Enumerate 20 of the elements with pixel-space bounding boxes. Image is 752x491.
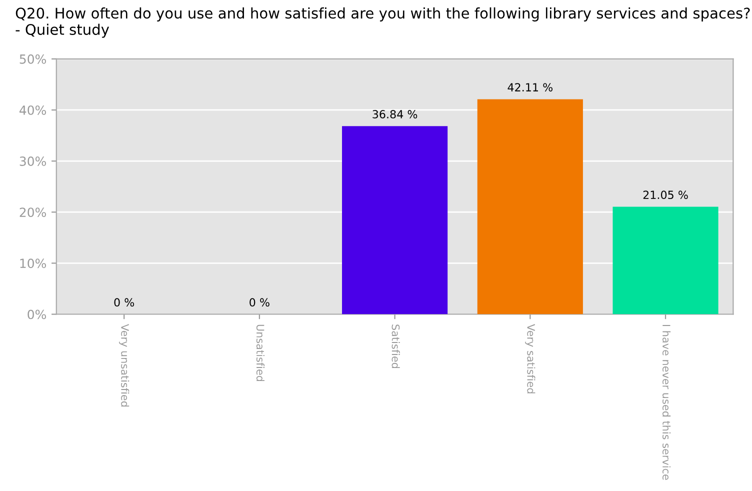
bar (477, 99, 583, 314)
data-label: 42.11 % (508, 83, 552, 92)
x-tick-label: I have never used this service (662, 324, 671, 480)
x-tick-label: Satisfied (392, 324, 400, 368)
data-label: 21.05 % (643, 190, 688, 200)
chart-title: Q20. How often do you use and how satisfied are you with the following library services and spaces? - Quiet study (16, 7, 750, 38)
x-tick-label: Very satisfied (525, 324, 536, 394)
y-tick-label: 50% (20, 54, 46, 64)
data-label: 36.84 % (372, 110, 418, 118)
data-label: 0 % (250, 298, 270, 307)
x-tick-label: Very unsatisfied (119, 324, 130, 407)
x-tick-label: Unsatisfied (256, 324, 264, 382)
y-tick-label: 10% (20, 258, 46, 268)
bar (612, 206, 718, 314)
y-tick-label: 30% (20, 156, 46, 166)
bar (342, 126, 448, 314)
y-tick-label: 0% (28, 310, 46, 320)
data-label: 0 % (114, 298, 134, 307)
y-tick-label: 40% (20, 105, 46, 115)
y-tick-label: 20% (20, 208, 46, 218)
